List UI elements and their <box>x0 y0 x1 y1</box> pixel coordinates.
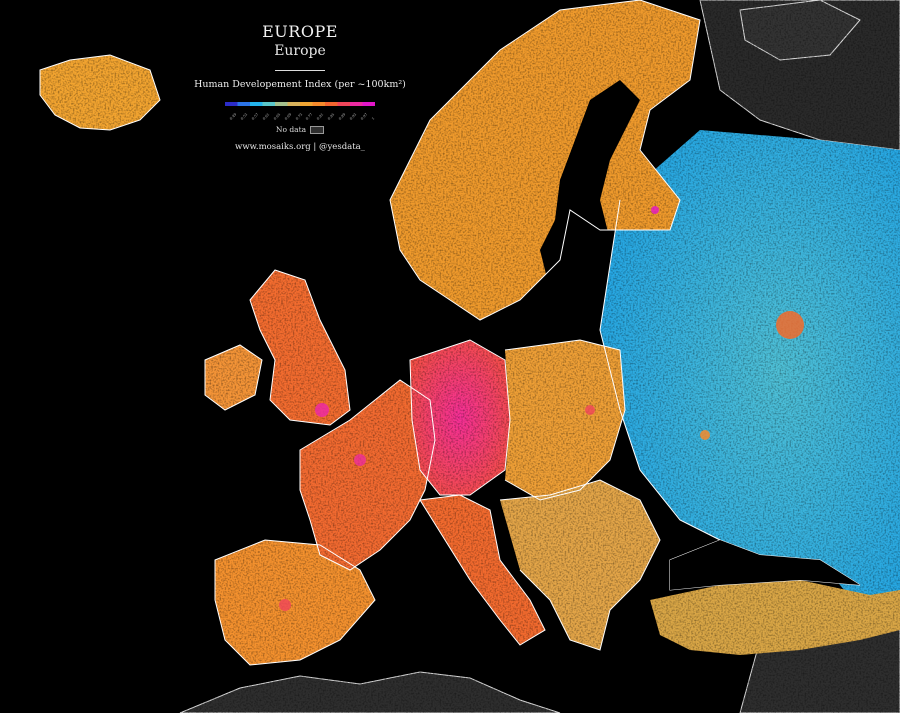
germany-outline <box>409 339 511 496</box>
urban-hotspots <box>279 206 804 611</box>
scale-step <box>362 102 376 106</box>
scale-tick-label: 0.85 <box>327 112 336 121</box>
italy-coast <box>419 494 546 646</box>
no-data-label: No data <box>275 125 307 134</box>
scale-step <box>225 102 238 106</box>
scale-step <box>250 102 263 106</box>
no-data-swatch <box>310 126 325 134</box>
scale-tick-label: 0.69 <box>283 112 292 121</box>
scale-tick-label: 0.49 <box>229 112 238 121</box>
scale-tick-label: 0.81 <box>316 112 325 121</box>
index-label: Human Developement Index (per ~100km²) <box>194 79 406 90</box>
scale-step <box>337 102 351 106</box>
scale-tick-label: 0.93 <box>349 112 358 121</box>
title-divider <box>275 70 325 71</box>
map-legend: EUROPE Europe Human Developement Index (… <box>190 22 410 153</box>
source-credit: www.mosaiks.org | @yesdata_ <box>235 142 365 152</box>
hotspot-moscow <box>776 311 804 339</box>
scale-tick-label: 0.57 <box>250 112 260 121</box>
scale-step <box>300 102 313 106</box>
scale-tick-label: 0.89 <box>338 112 347 121</box>
scale-tick-label: 0.73 <box>294 112 303 121</box>
scale-tick-label: 0.77 <box>305 112 314 121</box>
map-title: EUROPE <box>262 22 338 41</box>
eastern-border <box>599 199 721 541</box>
hotspot-kyiv <box>700 430 710 440</box>
hotspot-warsaw <box>585 405 595 415</box>
country-borders <box>39 0 861 666</box>
scale-tick-label: 0.61 <box>261 112 271 121</box>
black-sea <box>670 540 860 590</box>
hotspot-paris <box>354 454 366 466</box>
no-data-legend: No data <box>190 125 410 135</box>
ireland-coast <box>204 344 263 411</box>
scale-step <box>237 102 251 106</box>
scale-tick-label: 1 <box>371 116 376 121</box>
scale-tick-label: 0.53 <box>239 112 249 121</box>
color-scale-bar <box>225 102 376 106</box>
central-europe-outline <box>504 339 626 501</box>
hotspot-madrid <box>279 599 291 611</box>
hotspot-london <box>315 403 329 417</box>
scale-ticks: 0.49 0.53 0.57 0.61 0.65 0.69 0.73 0.77 0.81 0.85… <box>225 110 375 124</box>
scale-step <box>325 102 338 106</box>
scale-step <box>262 102 276 106</box>
balkans-outline <box>499 479 661 651</box>
map-subtitle: Europe <box>274 43 326 59</box>
scale-step <box>275 102 288 106</box>
iceland-coast <box>39 54 161 131</box>
scale-step <box>287 102 301 106</box>
iberia-coast <box>214 539 376 666</box>
scandinavia-coast <box>389 0 701 321</box>
france-outline <box>299 379 436 571</box>
scale-tick-label: 0.97 <box>360 112 369 121</box>
scale-step <box>312 102 326 106</box>
britain-coast <box>249 269 351 426</box>
scale-step <box>350 102 363 106</box>
hotspot-helsinki <box>651 206 659 214</box>
scale-tick-label: 0.65 <box>272 112 282 121</box>
